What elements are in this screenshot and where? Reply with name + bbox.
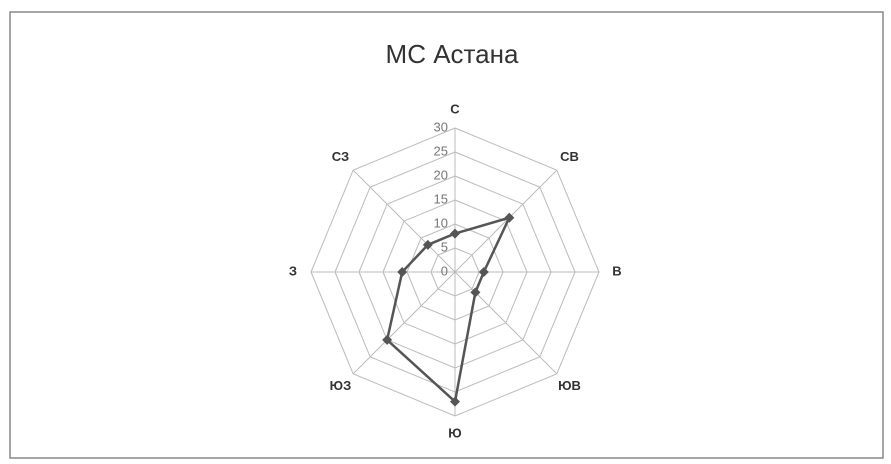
tick-label: 5 <box>441 239 448 254</box>
marker <box>382 334 393 345</box>
tick-label: 0 <box>441 263 448 278</box>
spoke <box>454 169 558 273</box>
chart-title: МС Астана <box>386 39 519 69</box>
category-label: ЮВ <box>558 378 581 393</box>
tick-label: 25 <box>434 143 448 158</box>
marker <box>504 212 515 223</box>
marker <box>478 267 489 277</box>
spoke <box>454 271 558 375</box>
category-label: СЗ <box>332 149 349 164</box>
tick-label: 10 <box>434 215 448 230</box>
category-label: В <box>612 263 621 278</box>
tick-label: 30 <box>434 119 448 134</box>
marker <box>470 287 481 298</box>
category-label: СВ <box>560 149 579 164</box>
marker <box>450 228 460 239</box>
marker <box>422 239 433 250</box>
marker <box>450 396 460 407</box>
category-label: ЮЗ <box>330 378 352 393</box>
category-label: З <box>289 263 297 278</box>
category-label: С <box>450 101 460 116</box>
spoke <box>352 271 456 375</box>
marker <box>397 267 408 277</box>
category-label: Ю <box>448 425 461 440</box>
chart-frame <box>9 11 884 459</box>
spoke <box>352 169 456 273</box>
tick-label: 20 <box>434 167 448 182</box>
tick-label: 15 <box>434 191 448 206</box>
